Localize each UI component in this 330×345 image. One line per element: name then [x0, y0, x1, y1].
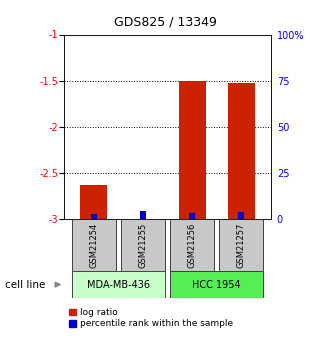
Text: GSM21257: GSM21257 — [237, 222, 246, 268]
Bar — [170, 271, 263, 298]
Legend: log ratio, percentile rank within the sample: log ratio, percentile rank within the sa… — [69, 308, 233, 328]
Bar — [72, 219, 116, 271]
Bar — [170, 219, 214, 271]
Bar — [121, 219, 165, 271]
Text: GSM21255: GSM21255 — [138, 222, 148, 268]
Bar — [179, 81, 206, 219]
Bar — [219, 219, 263, 271]
Bar — [228, 83, 255, 219]
Text: cell line: cell line — [5, 280, 45, 289]
Bar — [91, 214, 97, 219]
Text: HCC 1954: HCC 1954 — [192, 280, 241, 289]
Bar — [140, 211, 146, 219]
Text: MDA-MB-436: MDA-MB-436 — [87, 280, 150, 289]
Text: GSM21254: GSM21254 — [89, 222, 98, 268]
Bar — [72, 271, 165, 298]
Bar — [238, 212, 244, 219]
Bar — [189, 213, 195, 219]
Bar — [80, 185, 107, 219]
Text: GSM21256: GSM21256 — [187, 222, 197, 268]
Text: GDS825 / 13349: GDS825 / 13349 — [114, 16, 216, 29]
